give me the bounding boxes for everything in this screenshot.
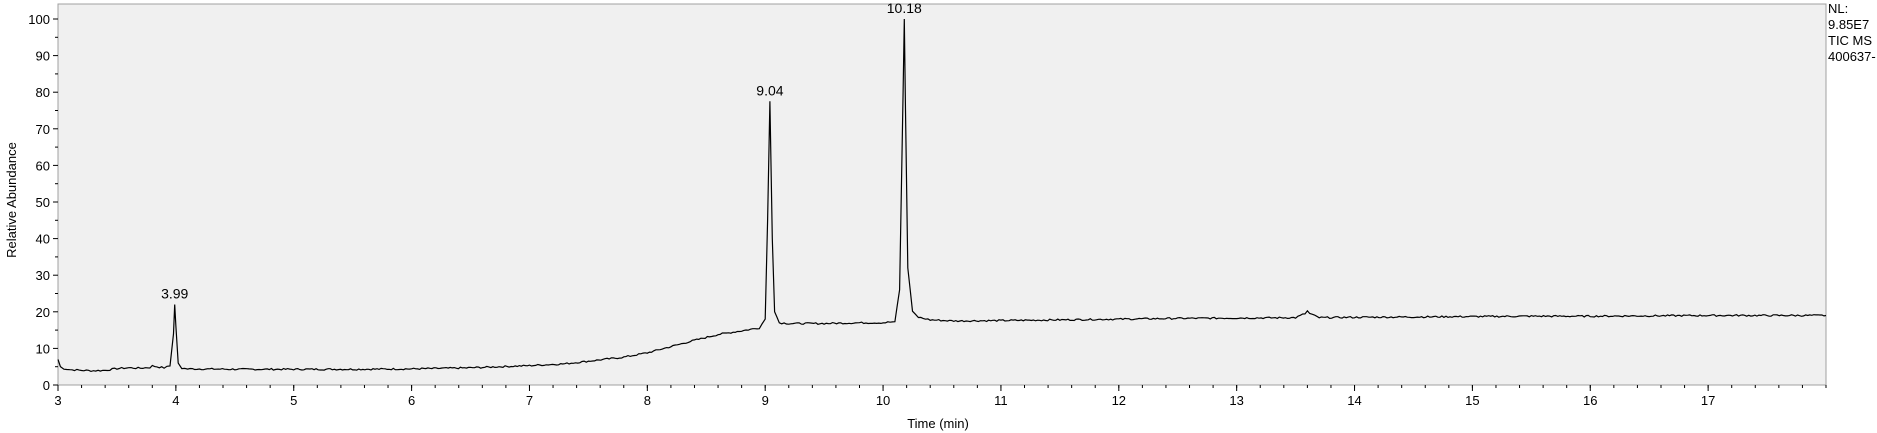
x-tick-label: 3: [54, 393, 61, 408]
info-line: NL:: [1828, 1, 1848, 16]
y-tick-label: 90: [36, 49, 50, 64]
info-line: 400637-: [1828, 49, 1876, 64]
x-tick-label: 5: [290, 393, 297, 408]
x-tick-label: 14: [1347, 393, 1361, 408]
x-axis: 3 4 5 6 7 8 9 10 11 12 13 14 15 16 17: [54, 385, 1827, 408]
y-axis-title: Relative Abundance: [4, 142, 19, 258]
tic-trace-line: [57, 18, 1827, 373]
x-axis-title: Time (min): [907, 416, 969, 431]
info-line: TIC MS: [1828, 33, 1872, 48]
y-tick-label: 70: [36, 122, 50, 137]
x-tick-label: 7: [526, 393, 533, 408]
plot-area: [57, 3, 1827, 386]
peak-label: 10.18: [887, 0, 922, 16]
x-tick-label: 17: [1701, 393, 1715, 408]
x-tick-label: 10: [876, 393, 890, 408]
x-tick-label: 9: [762, 393, 769, 408]
y-tick-label: 40: [36, 232, 50, 247]
y-tick-label: 10: [36, 341, 50, 356]
x-tick-label: 6: [408, 393, 415, 408]
y-tick-label: 30: [36, 268, 50, 283]
x-tick-label: 16: [1583, 393, 1597, 408]
y-tick-label: 80: [36, 85, 50, 100]
y-tick-label: 50: [36, 195, 50, 210]
x-tick-label: 12: [1112, 393, 1126, 408]
x-tick-label: 8: [644, 393, 651, 408]
peak-label: 3.99: [161, 285, 188, 301]
y-tick-label: 100: [28, 12, 50, 27]
info-line: 9.85E7: [1828, 17, 1869, 32]
x-tick-label: 13: [1229, 393, 1243, 408]
x-tick-label: 4: [172, 393, 179, 408]
y-axis: 0 10 20 30 40 50 60 70 80 90 100: [28, 12, 58, 393]
x-tick-label: 15: [1465, 393, 1479, 408]
peak-labels: 3.99 9.04 10.18: [161, 0, 922, 301]
y-tick-label: 0: [43, 378, 50, 393]
x-tick-label: 11: [994, 393, 1008, 408]
peak-label: 9.04: [756, 82, 783, 98]
y-tick-label: 60: [36, 158, 50, 173]
y-tick-label: 20: [36, 305, 50, 320]
